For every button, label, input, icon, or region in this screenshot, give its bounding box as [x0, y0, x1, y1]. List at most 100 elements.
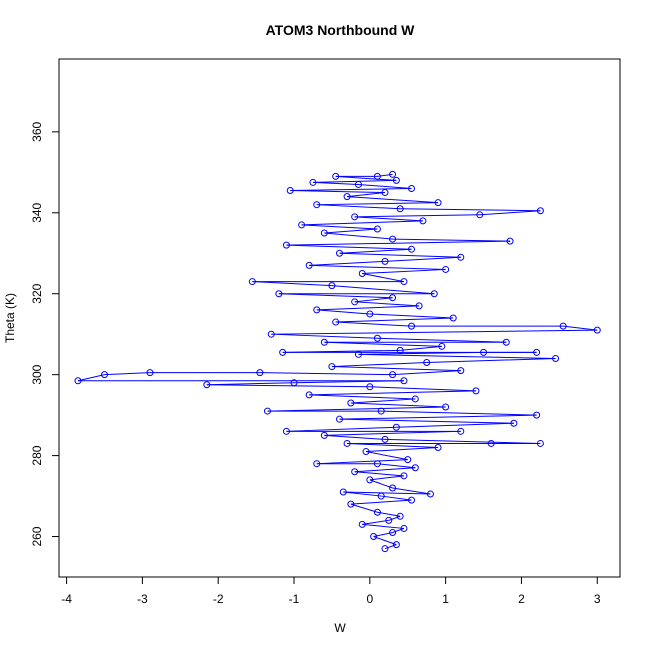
data-point	[502, 338, 510, 346]
data-point	[305, 391, 313, 399]
series-segment	[339, 248, 412, 254]
x-tick-label: -1	[289, 592, 300, 606]
y-tick-label: 260	[30, 526, 44, 546]
chart-title: ATOM3 Northbound W	[266, 22, 416, 38]
data-point	[400, 524, 408, 532]
series-segment	[358, 183, 412, 189]
series-segment	[206, 382, 295, 386]
series-segment	[316, 309, 370, 315]
data-point	[305, 261, 313, 269]
data-point	[389, 484, 397, 492]
data-point	[351, 213, 359, 221]
series-segment	[373, 536, 397, 546]
data-point	[536, 439, 544, 447]
data-point	[351, 468, 359, 476]
series-segment	[362, 519, 389, 525]
series-segment	[426, 357, 556, 364]
plot-area	[74, 170, 601, 553]
data-point	[373, 460, 381, 468]
data-point	[408, 322, 416, 330]
y-axis: 260 280 300 320 340 360	[30, 122, 60, 547]
series-segment	[267, 406, 446, 412]
series-segment	[392, 238, 511, 242]
series-segment	[377, 337, 507, 343]
data-point	[373, 225, 381, 233]
series-segment	[335, 317, 454, 323]
data-point	[366, 383, 374, 391]
data-point	[354, 180, 362, 188]
data-point	[411, 395, 419, 403]
series-segment	[324, 228, 378, 234]
series-segment	[377, 511, 401, 517]
data-point	[392, 541, 400, 549]
series-segment	[369, 479, 393, 489]
series-segment	[350, 499, 412, 505]
data-point	[290, 379, 298, 387]
y-axis-label: Theta (K)	[3, 293, 17, 343]
x-tick-label: 1	[442, 592, 449, 606]
data-point	[320, 431, 328, 439]
data-point	[256, 369, 264, 377]
data-point	[286, 187, 294, 195]
series-segment	[252, 281, 332, 287]
data-point	[343, 193, 351, 201]
data-point	[381, 545, 389, 553]
data-point	[423, 359, 431, 367]
y-tick-label: 320	[30, 283, 44, 303]
series-segment	[316, 459, 408, 465]
series-segment	[309, 390, 476, 396]
data-point	[457, 253, 465, 261]
data-point	[320, 338, 328, 346]
series-segment	[286, 244, 412, 250]
series-segment	[316, 202, 439, 206]
data-point	[510, 419, 518, 427]
data-point	[396, 205, 404, 213]
series-segment	[354, 297, 393, 303]
y-tick-label: 280	[30, 445, 44, 465]
series-segment	[331, 366, 461, 372]
series-segment	[331, 362, 427, 368]
data-point	[339, 488, 347, 496]
data-point	[389, 170, 397, 178]
series-segment	[316, 204, 401, 210]
series-segment	[381, 410, 537, 416]
series-segment	[278, 293, 393, 299]
data-point	[408, 245, 416, 253]
data-point	[358, 269, 366, 277]
data-point	[506, 237, 514, 245]
data-point	[434, 444, 442, 451]
data-point	[533, 348, 541, 356]
data-point	[146, 369, 154, 377]
data-point	[320, 229, 328, 237]
series-segment	[271, 333, 378, 339]
data-point	[332, 172, 340, 180]
data-point	[370, 533, 378, 541]
series-segment	[392, 527, 405, 533]
data-point	[313, 201, 321, 209]
data-point	[336, 415, 343, 423]
series-segment	[309, 394, 416, 400]
series-segment	[377, 463, 416, 469]
series-segment	[369, 313, 454, 319]
series-segment	[343, 491, 382, 497]
data-point	[336, 249, 343, 257]
series-segment	[365, 451, 408, 461]
data-point	[74, 377, 82, 385]
data-point	[203, 381, 211, 389]
data-point	[389, 371, 397, 379]
data-point	[328, 282, 336, 290]
data-point	[480, 348, 488, 356]
series-segment	[354, 301, 420, 307]
series-segment	[366, 447, 439, 453]
data-point	[389, 235, 397, 243]
data-point	[396, 512, 404, 520]
series-segment	[350, 402, 446, 408]
data-point	[400, 377, 408, 385]
series-segment	[286, 240, 511, 246]
data-point	[282, 427, 290, 435]
series-segment	[301, 224, 378, 230]
data-point	[415, 302, 423, 310]
data-point	[457, 427, 465, 435]
